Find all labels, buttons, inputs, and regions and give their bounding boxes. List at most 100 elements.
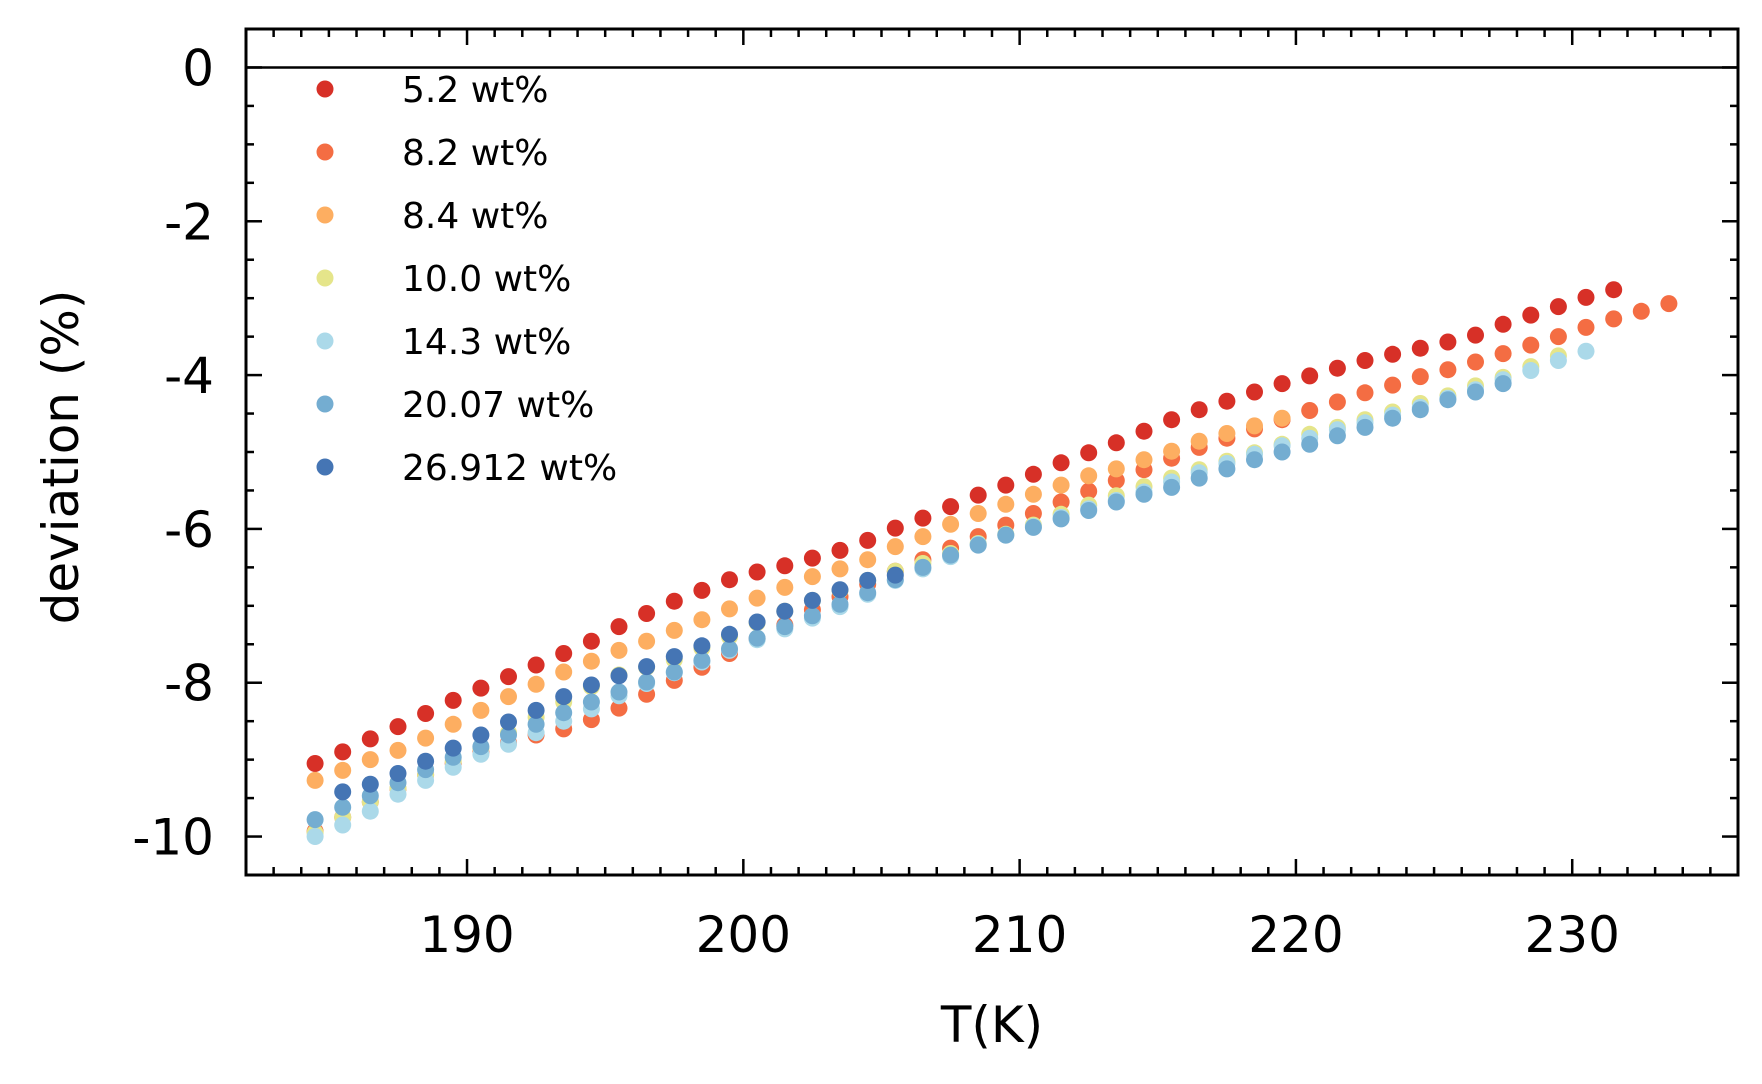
data-point <box>1052 510 1070 528</box>
data-point <box>638 632 656 650</box>
legend-marker <box>316 332 334 350</box>
data-point <box>776 602 794 620</box>
data-point <box>555 645 573 662</box>
data-point <box>306 828 324 845</box>
data-point <box>859 584 877 602</box>
data-point <box>527 701 545 719</box>
data-point <box>1411 339 1429 357</box>
data-point <box>721 600 738 618</box>
data-point <box>638 605 656 622</box>
data-point <box>472 701 490 719</box>
x-tick-label: 210 <box>972 906 1067 964</box>
data-point <box>1135 451 1153 469</box>
data-point <box>748 563 766 581</box>
data-point <box>665 648 683 666</box>
data-point <box>776 557 794 575</box>
data-point <box>1439 391 1457 409</box>
series-2-points <box>306 295 1678 840</box>
y-tick-label: -10 <box>132 809 214 867</box>
y-tick-label: -8 <box>164 655 214 713</box>
data-point <box>361 730 379 748</box>
data-point <box>1107 460 1125 478</box>
data-point <box>444 691 462 709</box>
data-point <box>1384 345 1402 363</box>
data-point <box>969 505 987 522</box>
y-axis-title: deviation (%) <box>32 290 90 625</box>
data-point <box>886 519 904 537</box>
data-point <box>914 528 932 546</box>
data-point <box>527 715 545 733</box>
data-point <box>1052 454 1070 472</box>
data-point <box>555 663 573 681</box>
data-point <box>1577 288 1595 306</box>
data-point <box>1328 359 1346 377</box>
legend-marker <box>316 269 334 287</box>
data-point <box>1080 444 1098 462</box>
legend-item: 14.3 wt% <box>316 322 571 363</box>
data-point <box>748 613 766 631</box>
data-point <box>582 676 600 694</box>
data-point <box>859 571 877 589</box>
data-point <box>1052 476 1070 494</box>
data-point <box>1494 375 1512 393</box>
data-point <box>1356 418 1374 436</box>
data-point <box>803 549 821 567</box>
data-point <box>1467 353 1484 371</box>
data-point <box>721 571 738 589</box>
data-point <box>1467 383 1484 401</box>
data-point <box>776 578 794 596</box>
data-point <box>1467 326 1484 344</box>
data-point <box>610 683 628 701</box>
data-point <box>1549 328 1567 346</box>
data-point <box>942 498 960 516</box>
data-point <box>1273 443 1291 461</box>
legend-marker <box>316 206 334 224</box>
series-6-points <box>306 375 1512 829</box>
legend-marker <box>316 395 334 413</box>
legend-marker <box>316 143 334 161</box>
data-point <box>1328 393 1346 411</box>
data-point <box>1080 482 1098 500</box>
legend-marker <box>316 458 334 476</box>
data-point <box>1024 518 1042 536</box>
legend-label: 8.4 wt% <box>402 196 548 237</box>
data-point <box>610 618 628 636</box>
data-point <box>1163 411 1181 429</box>
data-point <box>582 632 600 650</box>
data-point <box>831 581 849 599</box>
data-point <box>500 713 517 731</box>
data-point <box>1273 409 1291 427</box>
series-3-points <box>306 409 1291 789</box>
data-point <box>803 607 821 625</box>
data-point <box>334 743 352 761</box>
x-axis-title: T(K) <box>940 996 1043 1054</box>
axis-ticks-group <box>244 27 1740 877</box>
data-point <box>942 546 960 564</box>
data-point <box>555 704 573 722</box>
data-point <box>1024 485 1042 503</box>
data-point <box>1439 333 1457 351</box>
data-point <box>721 625 738 643</box>
legend-label: 14.3 wt% <box>402 322 571 363</box>
data-point <box>997 526 1015 544</box>
legend-item: 26.912 wt% <box>316 448 617 489</box>
y-tick-label: 0 <box>182 39 214 97</box>
data-point <box>334 816 352 834</box>
y-tick-label: -6 <box>164 501 214 559</box>
data-point <box>1301 402 1319 419</box>
data-point <box>1024 465 1042 483</box>
data-point <box>1439 361 1457 379</box>
data-point <box>610 667 628 685</box>
data-point <box>1605 281 1623 299</box>
data-point <box>1660 295 1678 313</box>
data-point <box>997 476 1015 494</box>
data-point <box>997 495 1015 513</box>
data-point <box>1328 427 1346 445</box>
data-point <box>361 775 379 793</box>
data-point <box>831 560 849 578</box>
data-point <box>1107 434 1125 452</box>
data-point <box>942 515 960 533</box>
data-point <box>1384 409 1402 427</box>
legend-label: 5.2 wt% <box>402 70 548 111</box>
x-tick-label: 220 <box>1248 906 1343 964</box>
